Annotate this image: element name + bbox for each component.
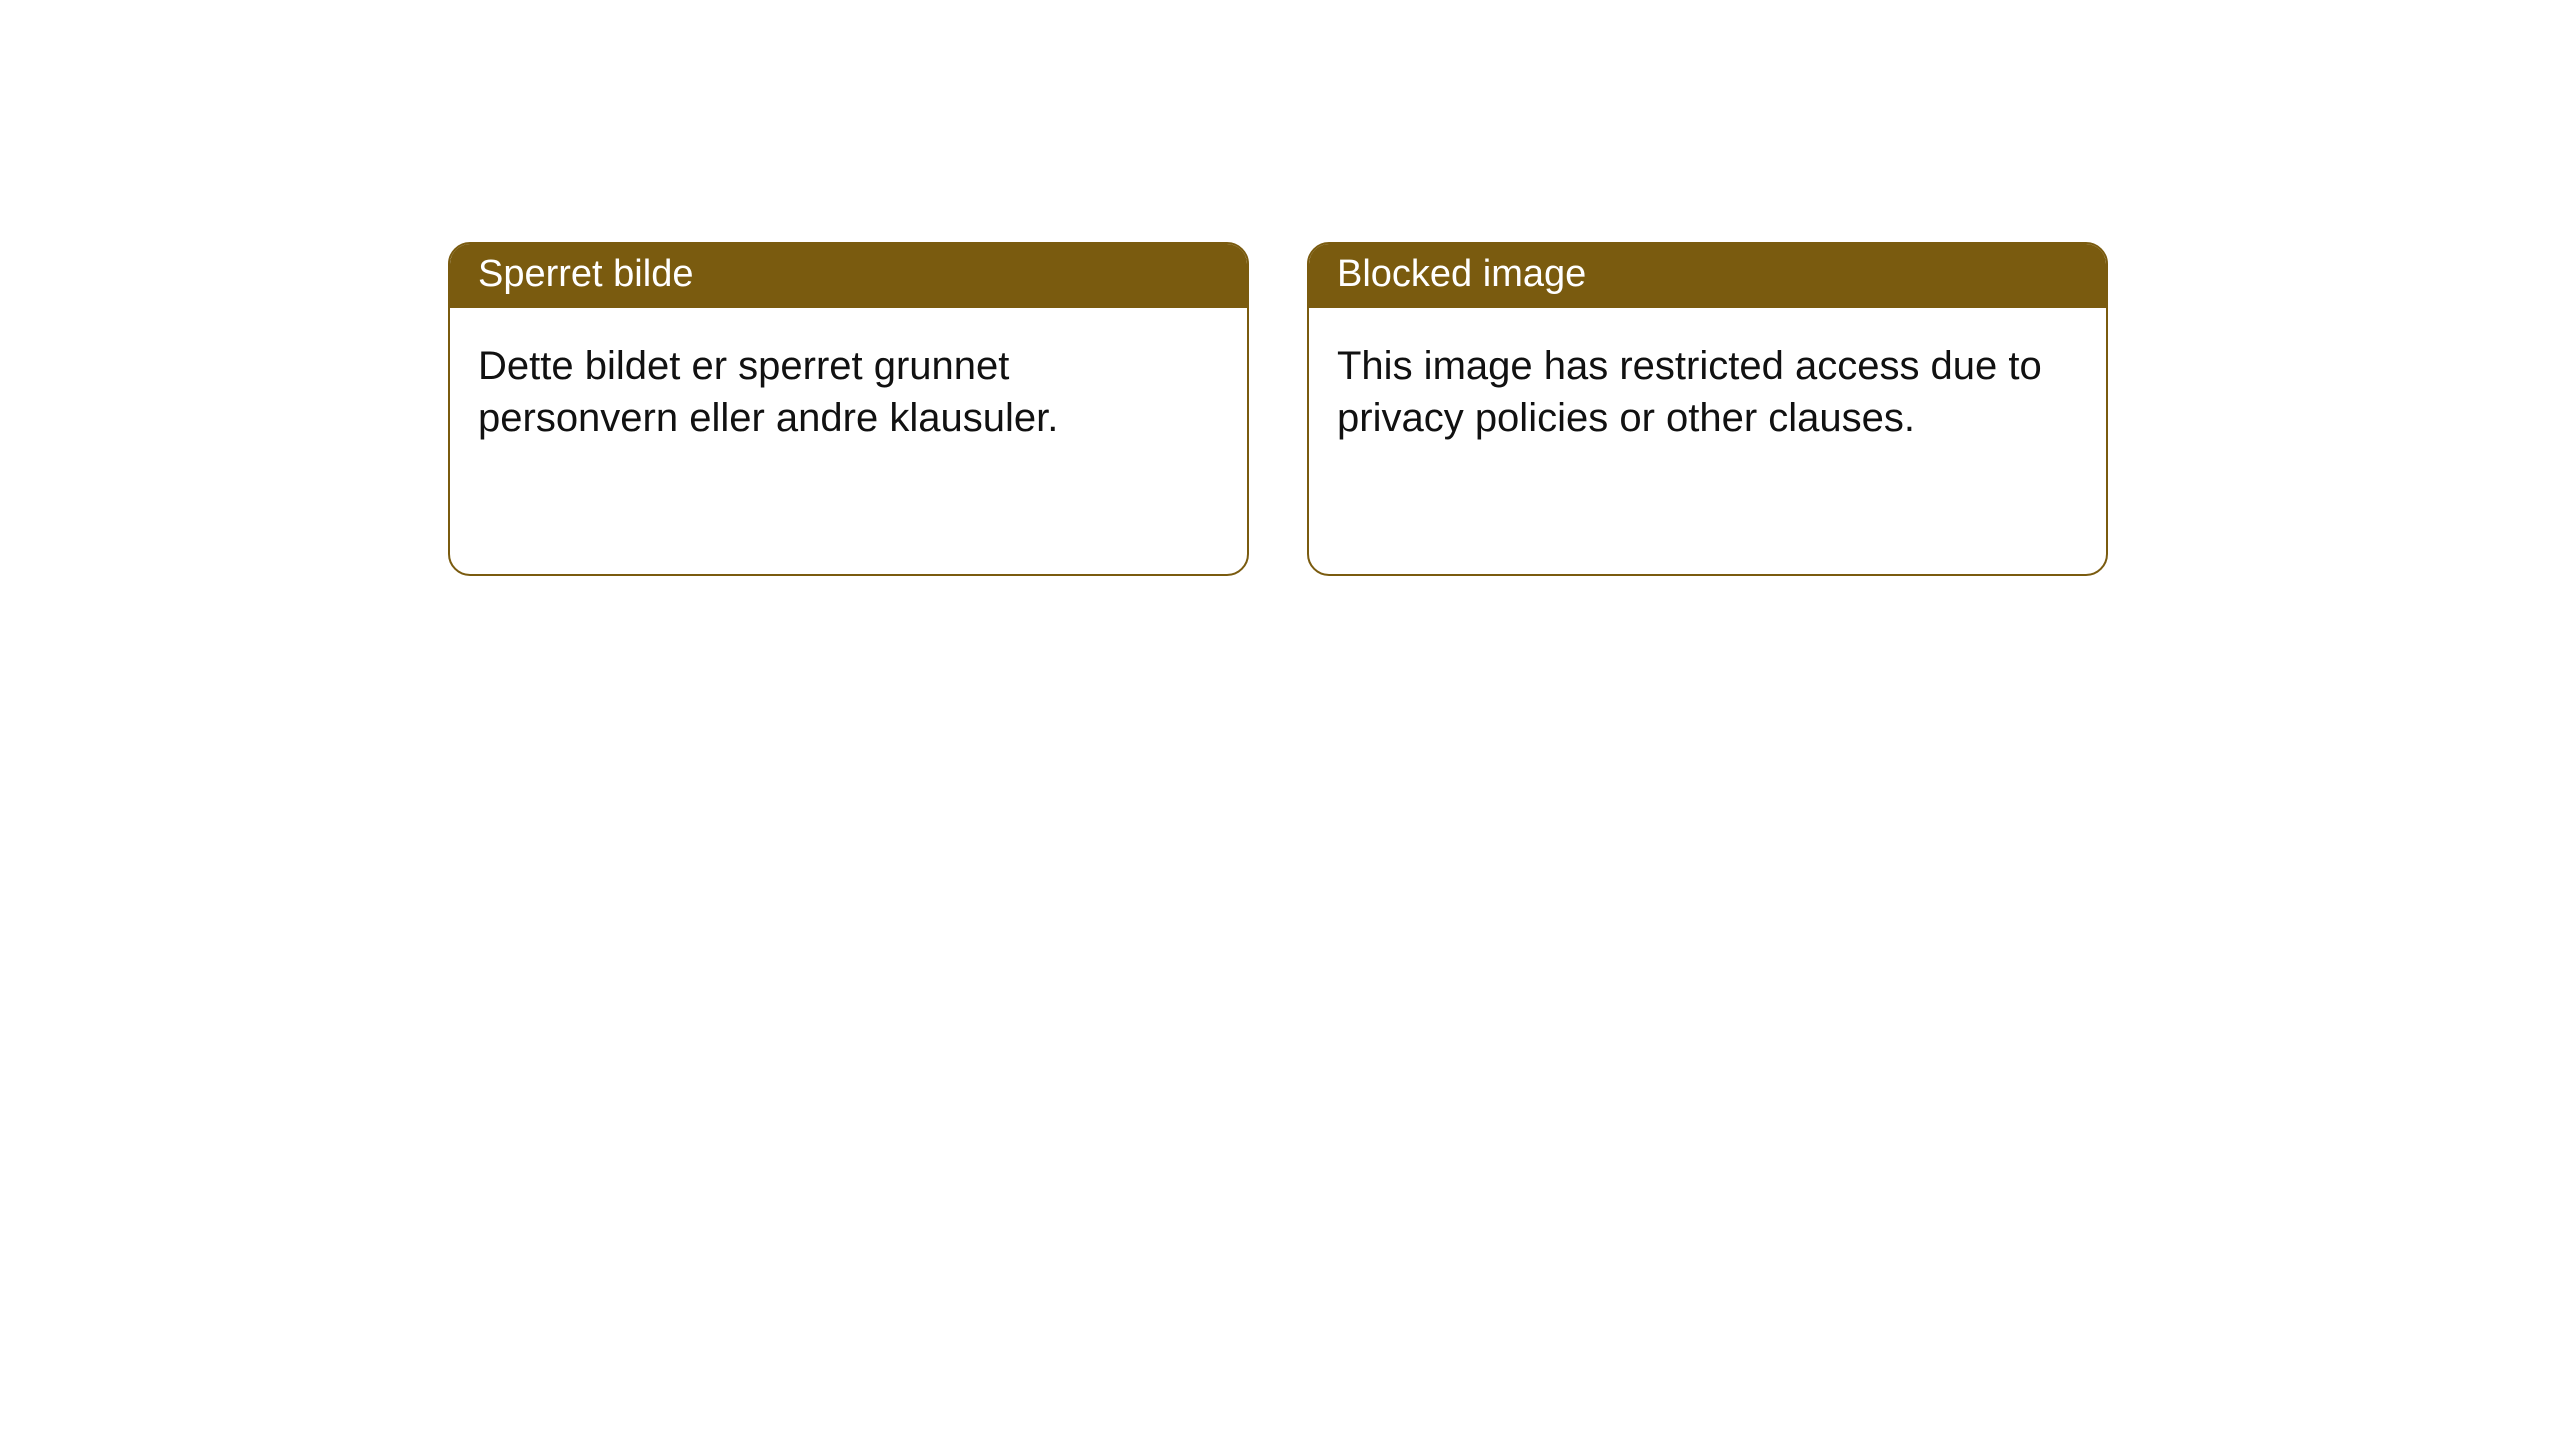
notice-card-english: Blocked image This image has restricted … [1307, 242, 2108, 576]
notice-card-body: This image has restricted access due to … [1309, 308, 2106, 574]
notice-card-body: Dette bildet er sperret grunnet personve… [450, 308, 1247, 574]
notice-card-title: Blocked image [1309, 244, 2106, 308]
notice-card-norwegian: Sperret bilde Dette bildet er sperret gr… [448, 242, 1249, 576]
notice-card-title: Sperret bilde [450, 244, 1247, 308]
notice-cards-row: Sperret bilde Dette bildet er sperret gr… [448, 242, 2108, 576]
page-canvas: Sperret bilde Dette bildet er sperret gr… [0, 0, 2560, 1440]
